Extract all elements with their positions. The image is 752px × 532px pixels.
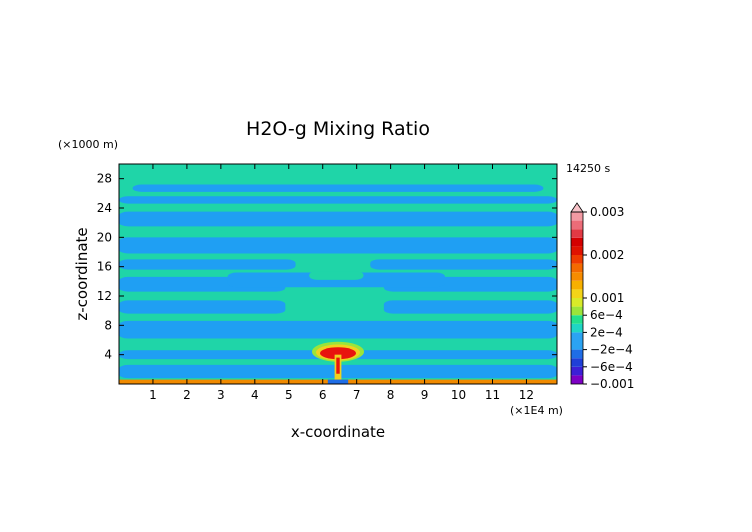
colorbar-swatch — [571, 289, 583, 298]
x-tick-label: 12 — [519, 388, 534, 402]
x-unit-label: (×1E4 m) — [510, 404, 563, 417]
colorbar-swatch — [571, 246, 583, 255]
colorbar-swatch — [571, 237, 583, 247]
colorbar-swatch — [571, 315, 583, 324]
field-band — [119, 237, 557, 254]
y-unit-label: (×1000 m) — [58, 138, 118, 151]
y-tick-label: 28 — [97, 172, 112, 186]
y-tick-label: 20 — [97, 230, 112, 244]
x-tick-label: 3 — [217, 388, 225, 402]
field-band — [132, 184, 544, 192]
plot-area — [118, 163, 558, 385]
field-band — [309, 271, 364, 280]
plot-frame — [118, 163, 558, 385]
colorbar-label: 0.001 — [590, 291, 624, 305]
colorbar-swatch — [571, 375, 583, 384]
x-tick-label: 8 — [387, 388, 395, 402]
field-band — [119, 320, 557, 339]
field-band — [119, 211, 557, 227]
colorbar-swatch — [571, 298, 583, 307]
colorbar-swatch — [571, 272, 583, 281]
y-tick-label: 4 — [104, 348, 112, 362]
colorbar-swatch — [571, 263, 583, 273]
field-band — [383, 300, 557, 314]
colorbar-swatch — [571, 280, 583, 290]
field-band — [444, 230, 500, 236]
x-tick-label: 6 — [319, 388, 327, 402]
x-tick-label: 11 — [485, 388, 500, 402]
y-tick-label: 24 — [97, 201, 112, 215]
y-axis: 4 8 12 16 20 24 28 — [97, 172, 557, 362]
colorbar-label: −2e−4 — [590, 343, 633, 357]
field-band — [119, 259, 296, 270]
colorbar-over-arrow — [570, 202, 584, 213]
colorbar-label: 0.003 — [590, 205, 624, 219]
colorbar-label: −0.001 — [590, 377, 634, 391]
mixing-ratio-field — [119, 164, 557, 384]
y-tick-label: 8 — [104, 318, 112, 332]
colorbar-label: 0.002 — [590, 248, 624, 262]
colorbar-swatch — [571, 366, 583, 376]
surface-dip — [327, 379, 349, 384]
y-tick-label: 16 — [97, 260, 112, 274]
x-axis-label: x-coordinate — [291, 423, 385, 441]
x-tick-label: 10 — [451, 388, 466, 402]
y-axis-label: z-coordinate — [73, 227, 91, 320]
field-band — [119, 300, 286, 314]
x-tick-label: 2 — [183, 388, 191, 402]
time-label: 14250 s — [566, 162, 610, 175]
field-band — [119, 196, 557, 204]
colorbar-swatch — [571, 212, 583, 221]
field-band — [173, 230, 228, 236]
x-axis: 1 2 3 4 5 6 7 8 9 10 11 12 — [149, 164, 534, 402]
colorbar-swatch — [571, 306, 583, 316]
colorbar-swatch — [571, 332, 583, 350]
x-tick-label: 4 — [251, 388, 259, 402]
colorbar-label: 6e−4 — [590, 308, 623, 322]
colorbar-swatch — [571, 349, 583, 359]
colorbar-swatch — [571, 323, 583, 333]
colorbar-swatch — [571, 358, 583, 367]
colorbar-label: −6e−4 — [590, 360, 633, 374]
colorbar-swatch — [571, 229, 583, 238]
x-tick-label: 7 — [353, 388, 361, 402]
colorbar: 0.003 0.002 0.001 6e−4 2e−4 −2e−4 −6e−4 −0.001 — [570, 202, 634, 391]
x-tick-label: 9 — [421, 388, 429, 402]
colorbar-swatch — [571, 255, 583, 264]
chart-title: H2O-g Mixing Ratio — [246, 118, 430, 140]
colorbar-swatch — [571, 220, 583, 230]
colorbar-label: 2e−4 — [590, 325, 623, 339]
x-tick-label: 5 — [285, 388, 293, 402]
field-band — [370, 259, 557, 270]
y-tick-label: 12 — [97, 289, 112, 303]
convective-core — [312, 341, 364, 380]
x-tick-label: 1 — [149, 388, 157, 402]
